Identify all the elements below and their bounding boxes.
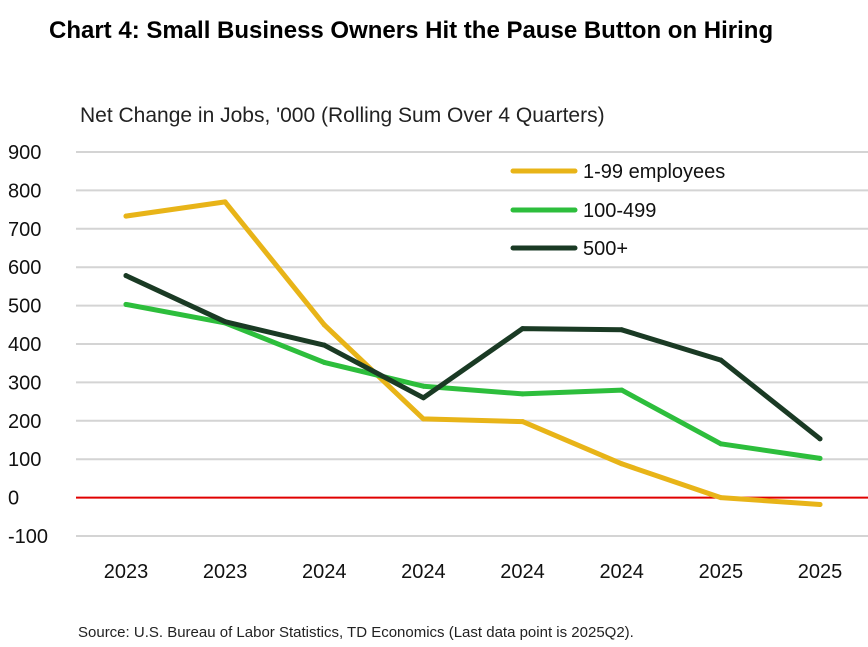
- data-point: [222, 199, 228, 205]
- y-axis-ticks: 900 800 700 600 500 400 300 200 100 0 -100: [8, 142, 48, 548]
- data-point: [619, 461, 625, 467]
- chart-title: Chart 4: Small Business Owners Hit the P…: [49, 17, 774, 44]
- data-point: [520, 391, 526, 397]
- y-tick-label: 100: [8, 449, 41, 471]
- gridlines: [76, 151, 868, 537]
- x-tick-label: 2025: [699, 561, 744, 583]
- series-line-1: [123, 301, 823, 461]
- x-tick-label: 2024: [401, 561, 446, 583]
- y-tick-label: 800: [8, 180, 41, 202]
- data-point: [619, 327, 625, 333]
- y-tick-label: 200: [8, 411, 41, 433]
- y-tick-label: 0: [8, 488, 19, 510]
- y-tick-label: 900: [8, 142, 41, 164]
- y-axis-label: Net Change in Jobs, '000 (Rolling Sum Ov…: [80, 104, 605, 127]
- data-point: [520, 419, 526, 425]
- data-point: [123, 213, 129, 219]
- data-point: [718, 357, 724, 363]
- data-point: [420, 395, 426, 401]
- data-point: [619, 387, 625, 393]
- x-tick-label: 2025: [798, 561, 843, 583]
- y-tick-label: 600: [8, 257, 41, 279]
- legend-label: 1-99 employees: [583, 161, 725, 183]
- data-point: [222, 319, 228, 325]
- data-point: [718, 441, 724, 447]
- x-axis-ticks: 2023 2023 2024 2024 2024 2024 2025 2025: [104, 561, 842, 583]
- source-note: Source: U.S. Bureau of Labor Statistics,…: [78, 624, 634, 641]
- legend-label: 100-499: [583, 200, 656, 222]
- x-tick-label: 2024: [500, 561, 545, 583]
- data-point: [420, 416, 426, 422]
- y-tick-label: 700: [8, 219, 41, 241]
- data-point: [123, 301, 129, 307]
- series-line-0: [123, 199, 823, 507]
- data-point: [321, 359, 327, 365]
- x-tick-label: 2023: [104, 561, 149, 583]
- data-point: [718, 495, 724, 501]
- data-point: [420, 383, 426, 389]
- legend: 1-99 employees 100-499 500+: [510, 161, 725, 260]
- data-point: [817, 436, 823, 442]
- y-tick-label: 400: [8, 334, 41, 356]
- legend-label: 500+: [583, 238, 628, 260]
- x-tick-label: 2024: [599, 561, 644, 583]
- y-tick-label: -100: [8, 526, 48, 548]
- data-point: [321, 322, 327, 328]
- series-line-2: [123, 273, 823, 442]
- data-point: [123, 273, 129, 279]
- x-tick-label: 2024: [302, 561, 347, 583]
- y-tick-label: 500: [8, 296, 41, 318]
- x-tick-label: 2023: [203, 561, 248, 583]
- data-point: [520, 326, 526, 332]
- data-point: [817, 455, 823, 461]
- series-lines: [123, 199, 823, 508]
- y-tick-label: 300: [8, 372, 41, 394]
- data-point: [321, 342, 327, 348]
- data-point: [817, 502, 823, 508]
